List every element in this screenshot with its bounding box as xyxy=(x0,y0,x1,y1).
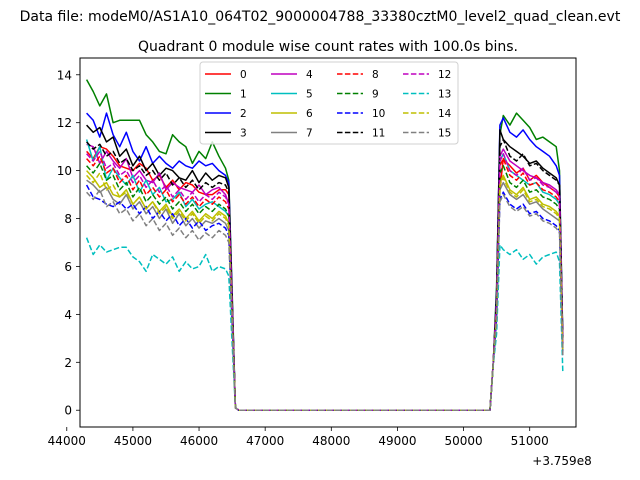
x-axis-offset-label: +3.759e8 xyxy=(532,454,591,468)
legend-label-2: 2 xyxy=(240,108,247,120)
legend-label-14: 14 xyxy=(438,108,452,120)
legend-label-7: 7 xyxy=(306,128,313,140)
series-line-15 xyxy=(86,189,564,411)
legend-label-10: 10 xyxy=(372,108,385,120)
legend-label-9: 9 xyxy=(372,89,379,101)
legend-label-15: 15 xyxy=(438,128,451,140)
y-tick-label: 14 xyxy=(57,68,72,82)
axes-frame xyxy=(79,57,577,428)
y-tick-label: 4 xyxy=(64,308,72,322)
series-layer xyxy=(85,79,564,411)
x-tick-label: 44000 xyxy=(48,434,86,448)
legend-label-11: 11 xyxy=(372,128,385,140)
y-tick-label: 10 xyxy=(57,164,72,178)
chart-title: Quadrant 0 module wise count rates with … xyxy=(138,39,518,55)
legend-label-6: 6 xyxy=(306,108,313,120)
y-tick-label: 6 xyxy=(64,260,72,274)
y-axis: 0 2 4 6 8 10 12 14 xyxy=(57,68,80,418)
legend-label-3: 3 xyxy=(240,128,247,140)
y-tick-label: 0 xyxy=(64,404,72,418)
x-tick-label: 47000 xyxy=(246,434,284,448)
legend-label-4: 4 xyxy=(306,69,313,81)
figure-suptitle: Data file: modeM0/AS1A10_064T02_90000047… xyxy=(20,9,621,25)
legend-label-1: 1 xyxy=(240,89,247,101)
y-tick-label: 8 xyxy=(64,212,72,226)
x-axis: 44000 45000 46000 47000 48000 49000 50000 51000 xyxy=(48,427,549,448)
legend-box xyxy=(199,61,459,145)
legend-label-8: 8 xyxy=(372,69,379,81)
x-tick-label: 49000 xyxy=(378,434,416,448)
x-tick-label: 46000 xyxy=(180,434,218,448)
x-tick-label: 48000 xyxy=(312,434,350,448)
x-tick-label: 51000 xyxy=(511,434,549,448)
legend-label-13: 13 xyxy=(438,89,451,101)
x-tick-label: 50000 xyxy=(444,434,482,448)
y-tick-label: 12 xyxy=(57,116,72,130)
legend-label-0: 0 xyxy=(240,69,247,81)
y-tick-label: 2 xyxy=(64,356,72,370)
legend-label-12: 12 xyxy=(438,69,451,81)
legend-label-5: 5 xyxy=(306,89,313,101)
x-tick-label: 45000 xyxy=(114,434,152,448)
